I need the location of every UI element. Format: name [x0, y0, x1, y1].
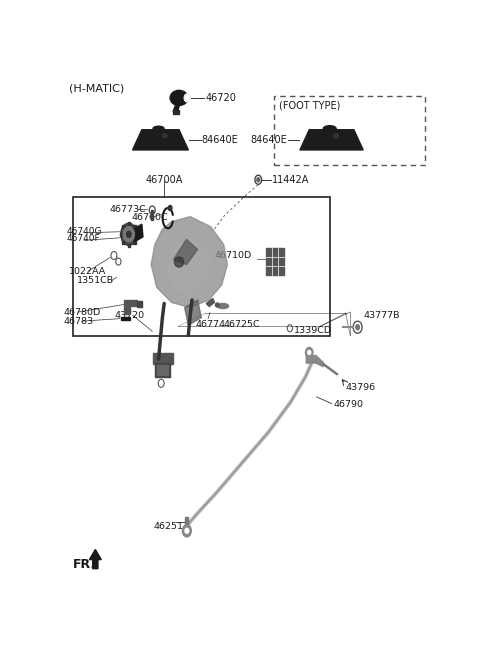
Polygon shape	[173, 239, 198, 264]
Circle shape	[127, 232, 131, 237]
Circle shape	[305, 348, 313, 358]
Text: (FOOT TYPE): (FOOT TYPE)	[279, 100, 341, 110]
Bar	[121, 317, 130, 320]
Polygon shape	[151, 216, 228, 308]
Bar	[136, 233, 138, 236]
Bar	[128, 244, 130, 247]
Bar	[133, 225, 136, 228]
Polygon shape	[133, 224, 143, 242]
Text: 46790: 46790	[334, 400, 363, 409]
Text: 46251: 46251	[153, 522, 183, 531]
Text: 1351CB: 1351CB	[77, 276, 114, 285]
Bar	[133, 241, 136, 243]
Text: 43796: 43796	[346, 383, 376, 392]
Text: 46725C: 46725C	[224, 320, 260, 329]
Text: 84640E: 84640E	[250, 135, 287, 145]
Ellipse shape	[334, 134, 338, 138]
Polygon shape	[206, 298, 215, 306]
Ellipse shape	[163, 134, 167, 138]
Text: 46783: 46783	[64, 317, 94, 325]
Text: FR.: FR.	[73, 558, 96, 571]
Bar	[185, 517, 188, 525]
Circle shape	[356, 325, 360, 330]
Bar	[155, 363, 170, 377]
Polygon shape	[132, 130, 188, 150]
Text: 46773C: 46773C	[109, 205, 146, 214]
Text: 46774: 46774	[196, 320, 226, 329]
Ellipse shape	[170, 91, 188, 106]
Bar	[73, 197, 330, 337]
Circle shape	[168, 205, 172, 211]
Text: 1022AA: 1022AA	[69, 267, 107, 276]
Bar	[120, 233, 122, 236]
Polygon shape	[185, 300, 202, 325]
Circle shape	[182, 525, 192, 537]
Text: (H-MATIC): (H-MATIC)	[69, 84, 124, 94]
Bar	[274, 96, 424, 165]
Bar	[156, 365, 168, 375]
Circle shape	[308, 350, 311, 354]
Circle shape	[257, 178, 260, 182]
Text: 46710D: 46710D	[215, 251, 252, 260]
Polygon shape	[173, 104, 180, 112]
Bar	[128, 222, 130, 225]
Text: 46780D: 46780D	[64, 308, 101, 317]
Circle shape	[123, 227, 134, 242]
Text: 43777B: 43777B	[363, 311, 400, 319]
Polygon shape	[300, 130, 363, 150]
Text: 46740F: 46740F	[67, 234, 100, 243]
Ellipse shape	[323, 126, 336, 132]
Bar	[151, 210, 154, 220]
Bar	[266, 249, 284, 275]
Ellipse shape	[216, 303, 219, 307]
Ellipse shape	[153, 126, 164, 131]
Circle shape	[184, 94, 190, 102]
Text: 84640E: 84640E	[202, 135, 238, 145]
Text: 46720: 46720	[205, 93, 236, 103]
Text: 43720: 43720	[115, 311, 145, 319]
Text: 46700A: 46700A	[145, 174, 183, 185]
Ellipse shape	[217, 304, 228, 308]
Circle shape	[185, 528, 189, 533]
Polygon shape	[124, 300, 137, 314]
Bar	[122, 241, 124, 243]
Polygon shape	[89, 550, 101, 569]
Bar	[137, 301, 142, 307]
Text: 46740G: 46740G	[67, 227, 102, 236]
Polygon shape	[306, 356, 324, 367]
Text: 1339CD: 1339CD	[294, 326, 332, 335]
Bar	[153, 353, 173, 364]
Bar	[122, 225, 124, 228]
Circle shape	[120, 223, 137, 245]
Polygon shape	[168, 237, 211, 295]
Ellipse shape	[174, 257, 184, 267]
Text: 11442A: 11442A	[272, 174, 310, 185]
Text: 46760C: 46760C	[132, 213, 168, 222]
Bar	[173, 110, 179, 114]
